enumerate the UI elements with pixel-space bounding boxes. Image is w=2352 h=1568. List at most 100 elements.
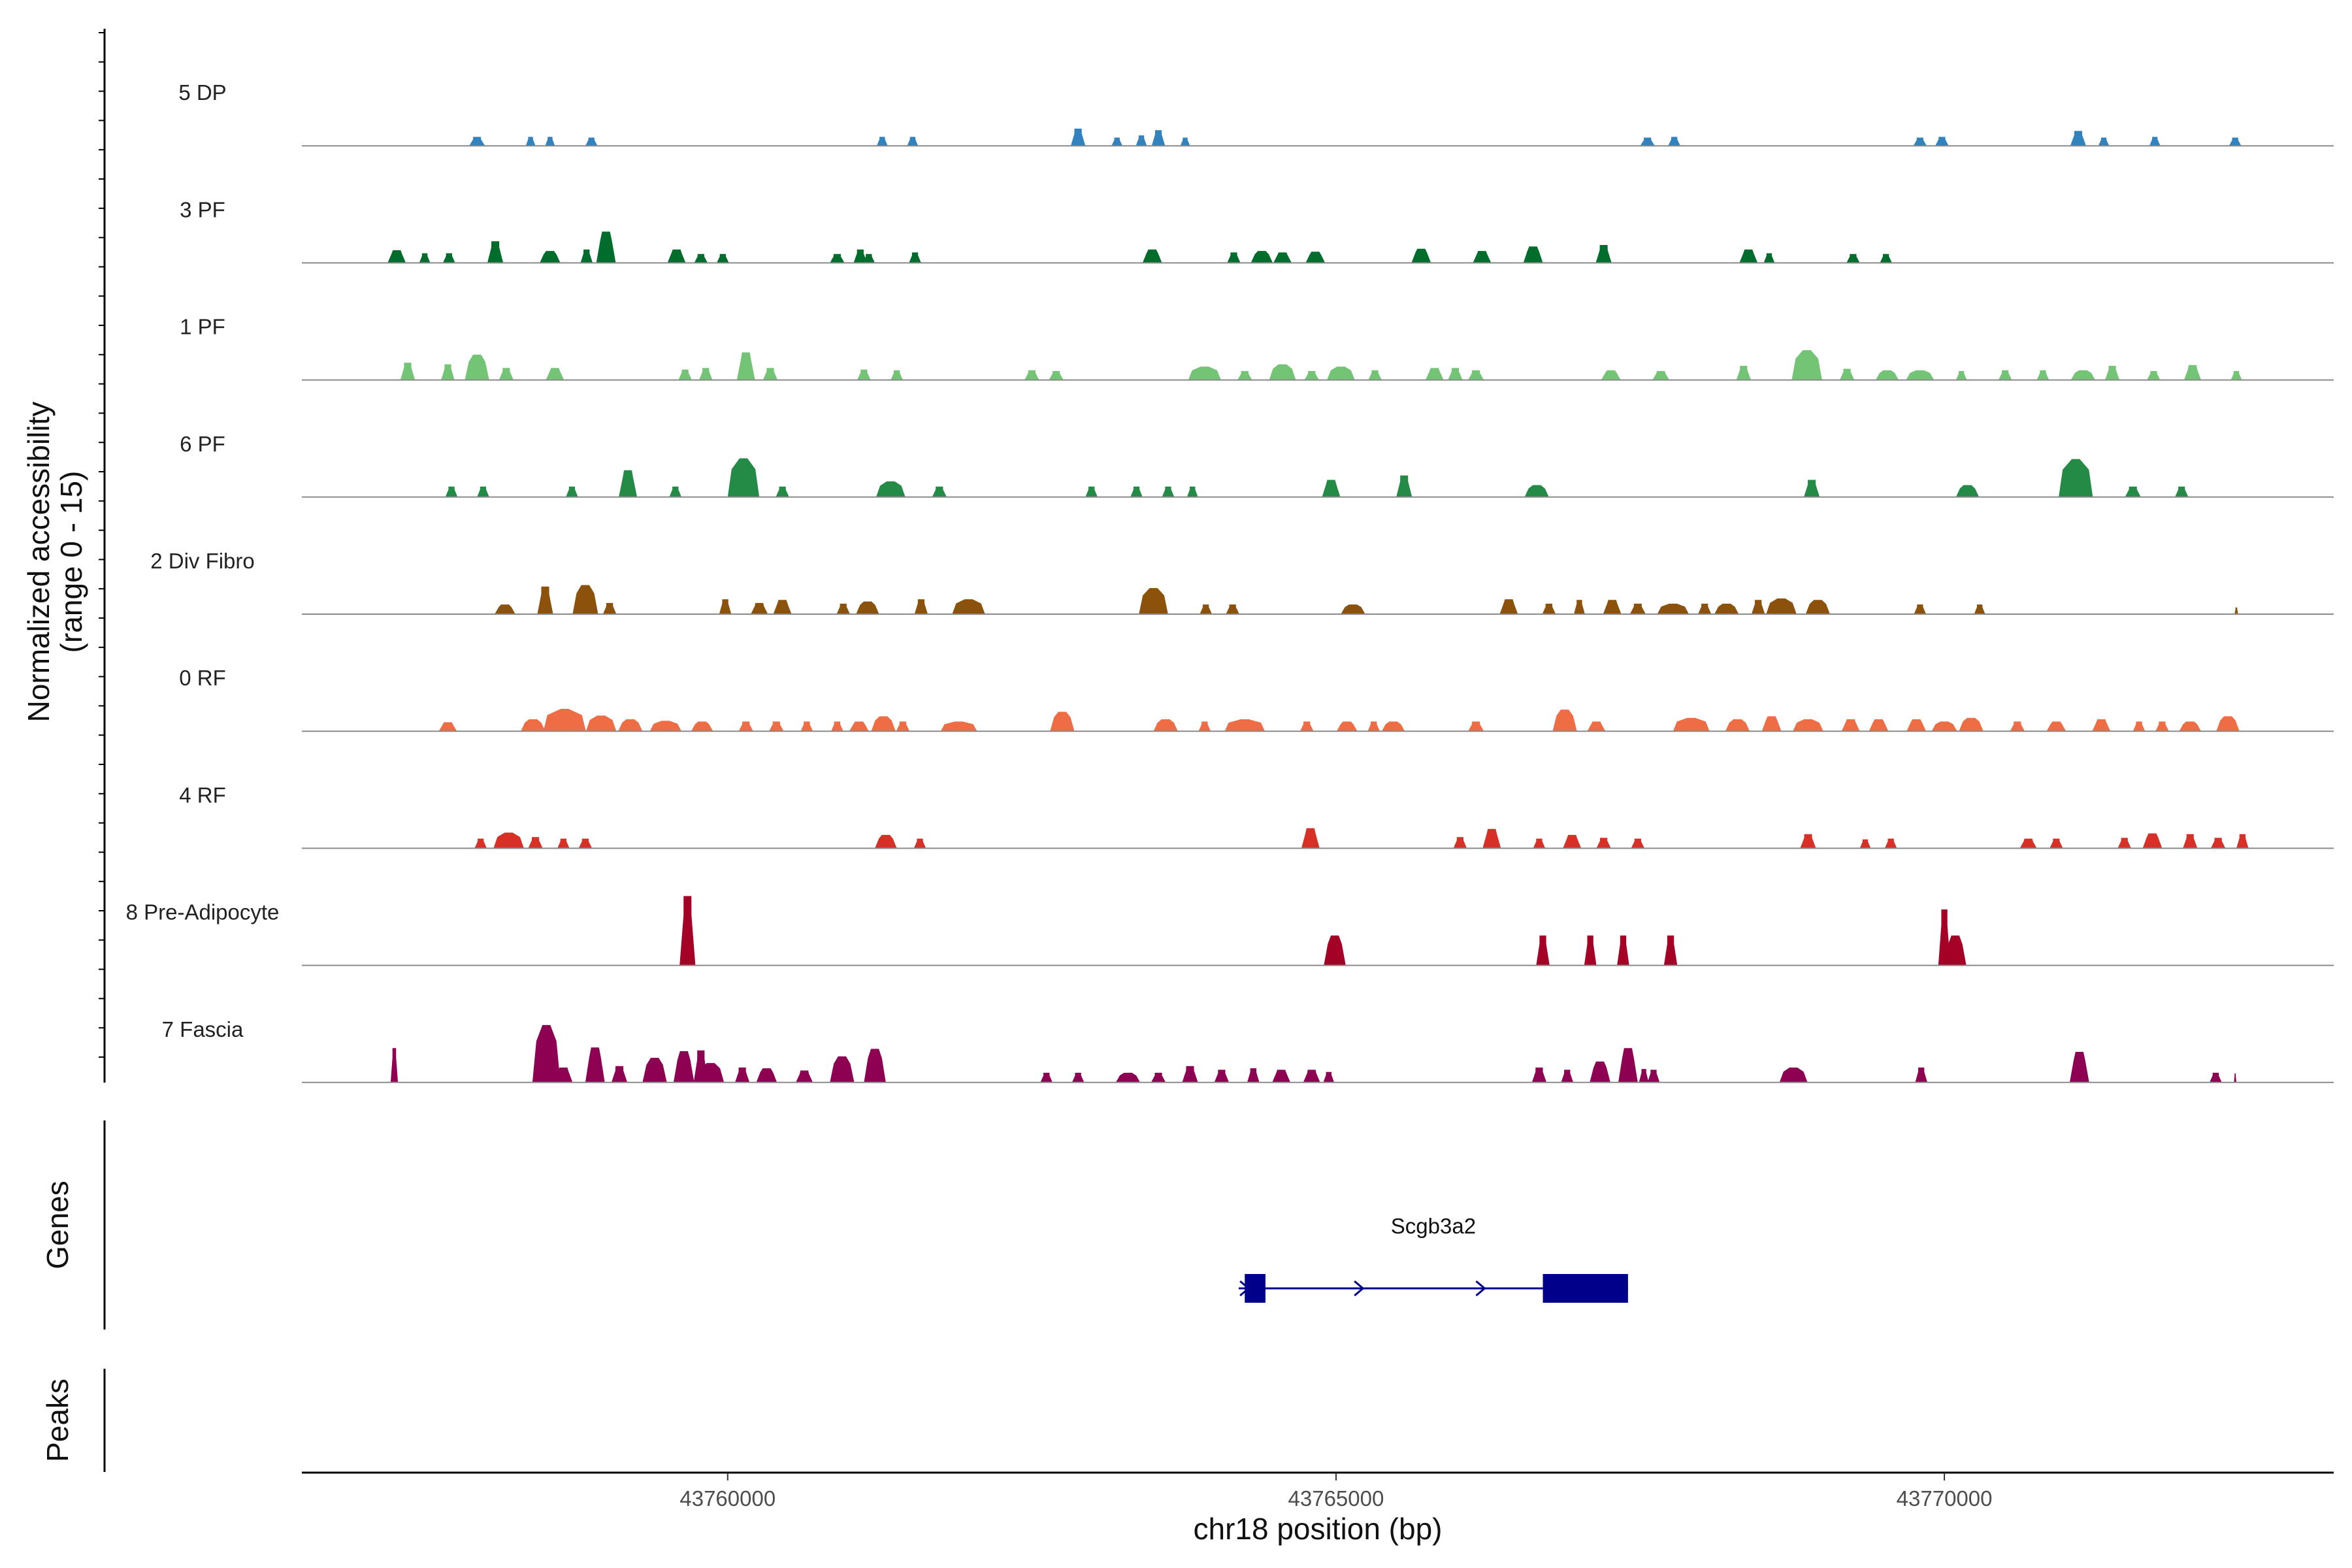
coverage-peak	[1305, 252, 1326, 263]
coverage-peak	[1725, 719, 1750, 732]
coverage-peak	[580, 249, 593, 263]
coverage-peak	[1049, 370, 1064, 380]
coverage-peak	[1913, 137, 1927, 146]
coverage-peak	[1142, 249, 1162, 263]
genes-panel: Genes Scgb3a2	[41, 1120, 1628, 1330]
track-label: 8 Pre-Adipocyte	[126, 900, 280, 924]
track-4-rf: 4 RF	[179, 783, 2334, 849]
coverage-peak	[876, 137, 888, 146]
coverage-peak	[2183, 365, 2201, 380]
coverage-peak	[1536, 935, 1550, 966]
coverage-peak	[890, 370, 903, 380]
coverage-peak	[390, 1048, 399, 1083]
track-0-rf: 0 RF	[179, 666, 2334, 732]
coverage-peak	[1071, 128, 1086, 146]
coverage-peak	[596, 231, 616, 263]
coverage-peak	[1272, 1070, 1291, 1083]
coverage-peak	[1273, 252, 1292, 263]
coverage-peak	[445, 486, 458, 497]
coverage-peak	[1804, 480, 1820, 497]
coverage-peak	[1906, 719, 1927, 732]
coverage-peak	[1411, 248, 1431, 263]
coverage-peak	[1998, 370, 2012, 380]
coverage-peak	[1151, 130, 1166, 146]
coverage-peak	[856, 601, 879, 614]
coverage-peak	[2117, 838, 2131, 849]
coverage-peak	[1639, 1069, 1649, 1083]
coverage-peak	[443, 253, 455, 263]
coverage-peak	[585, 715, 617, 732]
track-label: 4 RF	[179, 783, 226, 807]
coverage-peak	[1805, 600, 1830, 614]
genes-panel-label: Genes	[41, 1181, 74, 1269]
coverage-peak	[1482, 828, 1501, 849]
coverage-peak	[1368, 370, 1382, 380]
coverage-peak	[1587, 721, 1606, 732]
coverage-peak	[1341, 604, 1365, 614]
coverage-peak	[1603, 600, 1622, 614]
coverage-peak	[830, 253, 845, 263]
coverage-peak	[1647, 1070, 1660, 1083]
coverage-peak	[498, 368, 514, 380]
coverage-peak	[727, 458, 760, 497]
coverage-peak	[1800, 834, 1816, 849]
coverage-peak	[762, 368, 778, 380]
coverage-peak	[537, 586, 553, 614]
coverage-peak	[896, 721, 910, 732]
track-label: 1 PF	[180, 315, 225, 339]
coverage-peak	[1841, 719, 1860, 732]
coverage-peak	[1050, 711, 1075, 732]
track-8-pre-adipocyte: 8 Pre-Adipocyte	[126, 896, 2334, 966]
coverage-peak	[2036, 370, 2050, 380]
coverage-peak	[2230, 370, 2242, 380]
coverage-peak	[1618, 1048, 1638, 1083]
coverage-peak	[1959, 717, 1984, 732]
coverage-peak	[1162, 486, 1175, 497]
x-axis-title: chr18 position (bp)	[1194, 1512, 1443, 1546]
coverage-peak	[1303, 1070, 1320, 1083]
coverage-peak	[1227, 252, 1241, 263]
coverage-peak	[2234, 1073, 2236, 1083]
coverage-peak	[836, 604, 850, 614]
coverage-peak	[474, 838, 487, 849]
coverage-peak	[400, 363, 416, 380]
track-1-pf: 1 PF	[180, 315, 2334, 381]
coverage-peak	[465, 354, 489, 380]
coverage-peak	[2155, 721, 2169, 732]
coverage-peak	[525, 137, 536, 146]
coverage-peak	[1367, 721, 1380, 732]
coverage-peak	[1791, 350, 1822, 380]
coverage-peak	[2183, 834, 2198, 849]
coverage-peak	[1040, 1073, 1053, 1083]
coverage-peak	[871, 716, 896, 732]
coverage-peak	[2050, 838, 2063, 849]
coverage-peak	[864, 1049, 886, 1083]
coverage-peak	[699, 368, 713, 380]
coverage-peak	[1574, 600, 1585, 614]
coverage-peak	[2104, 365, 2120, 380]
track-2-div-fibro: 2 Div Fibro	[150, 549, 2334, 615]
coverage-peak	[2070, 131, 2086, 146]
coverage-peak	[1596, 838, 1611, 849]
coverage-peak	[1499, 599, 1518, 614]
coverage-peak	[2210, 838, 2226, 849]
y-axis-title: Normalized accessibility	[22, 402, 56, 723]
coverage-peak	[1135, 135, 1147, 146]
coverage-peak	[1523, 246, 1543, 263]
coverage-peak	[1631, 838, 1644, 849]
coverage-peak	[1595, 245, 1612, 263]
coverage-peak	[2234, 607, 2238, 614]
coverage-peak	[673, 1051, 694, 1083]
coverage-peak	[751, 602, 768, 614]
coverage-peak	[1468, 370, 1484, 380]
coverage-peak	[1468, 721, 1484, 732]
coverage-peak	[1739, 249, 1758, 263]
coverage-peak	[1182, 1066, 1198, 1083]
coverage-peak	[1561, 1070, 1574, 1083]
coverage-peak	[2092, 719, 2111, 732]
coverage-peak	[2236, 834, 2249, 849]
coverage-peak	[756, 1068, 777, 1083]
coverage-peak	[1793, 719, 1823, 732]
coverage-peak	[585, 1047, 605, 1083]
